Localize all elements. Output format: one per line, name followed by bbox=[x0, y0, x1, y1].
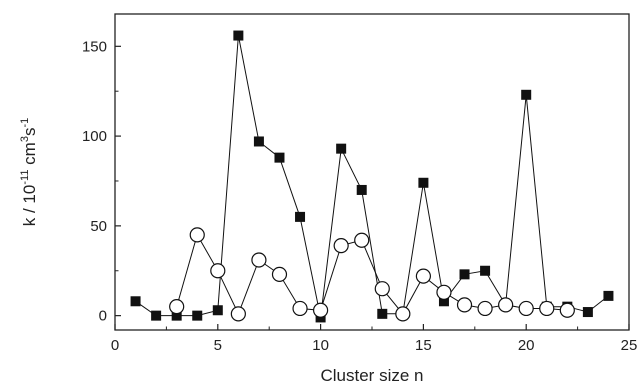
x-tick-label: 10 bbox=[312, 337, 329, 354]
data-point-square bbox=[459, 269, 470, 280]
data-point-circle bbox=[292, 300, 308, 317]
data-point-circle bbox=[189, 227, 205, 243]
data-point-circle bbox=[271, 266, 288, 282]
x-tick-label: 25 bbox=[621, 337, 638, 354]
data-point-square bbox=[212, 305, 223, 316]
data-point-circle bbox=[539, 300, 555, 317]
data-point-square bbox=[171, 310, 182, 321]
data-point-square bbox=[274, 152, 285, 163]
data-point-square bbox=[151, 310, 162, 321]
data-point-square bbox=[192, 310, 203, 321]
axis-ticks bbox=[114, 45, 630, 330]
data-point-square bbox=[438, 296, 449, 307]
y-label-mid: cm bbox=[20, 142, 39, 169]
data-point-square bbox=[295, 211, 306, 222]
data-point-circle bbox=[230, 306, 246, 322]
data-point-square bbox=[336, 143, 347, 154]
data-point-square bbox=[521, 89, 532, 100]
y-label-base: k / 10 bbox=[20, 185, 39, 227]
data-point-circle bbox=[169, 299, 185, 315]
data-point-square bbox=[603, 290, 614, 301]
data-point-square bbox=[418, 177, 429, 188]
y-label-exp1: -11 bbox=[19, 170, 31, 185]
y-tick-label: 150 bbox=[82, 38, 107, 55]
data-point-circle bbox=[333, 238, 349, 254]
data-point-square bbox=[377, 308, 388, 319]
x-tick-label: 5 bbox=[214, 337, 222, 354]
data-point-circle bbox=[415, 268, 431, 284]
data-point-square bbox=[356, 184, 367, 195]
x-axis-label: Cluster size n bbox=[321, 366, 424, 385]
data-point-square bbox=[582, 307, 593, 318]
y-label-mid2: s bbox=[20, 128, 39, 137]
data-point-circle bbox=[436, 284, 452, 300]
y-axis-label: k / 10-11 cm3s-1 bbox=[19, 118, 39, 226]
y-tick-label: 50 bbox=[90, 218, 107, 235]
y-label-exp3: -1 bbox=[19, 118, 31, 128]
data-point-square bbox=[253, 136, 264, 147]
y-label-exp2: 3 bbox=[19, 136, 31, 142]
series-lines bbox=[135, 35, 609, 318]
data-point-circle bbox=[313, 302, 329, 318]
y-tick-label: 0 bbox=[99, 308, 107, 325]
data-markers bbox=[130, 30, 614, 323]
data-point-circle bbox=[518, 300, 534, 317]
data-point-square bbox=[130, 296, 141, 307]
data-point-circle bbox=[251, 252, 267, 268]
data-point-circle bbox=[395, 306, 411, 322]
data-point-circle bbox=[559, 302, 575, 318]
y-tick-label: 100 bbox=[82, 128, 107, 145]
data-point-circle bbox=[498, 297, 514, 313]
tick-labels: 0 5 10 15 20 25 0 50 100 150 bbox=[82, 38, 637, 354]
series-1-line bbox=[135, 35, 609, 318]
data-point-circle bbox=[210, 263, 226, 279]
data-point-circle bbox=[354, 232, 370, 248]
x-tick-label: 15 bbox=[415, 337, 432, 354]
data-point-circle bbox=[374, 281, 390, 297]
x-tick-label: 0 bbox=[111, 337, 119, 354]
plot-frame bbox=[114, 13, 630, 331]
x-tick-label: 20 bbox=[518, 337, 535, 354]
data-point-square bbox=[233, 30, 244, 41]
data-point-circle bbox=[456, 297, 473, 313]
data-point-circle bbox=[477, 300, 493, 317]
data-point-square bbox=[480, 265, 491, 276]
